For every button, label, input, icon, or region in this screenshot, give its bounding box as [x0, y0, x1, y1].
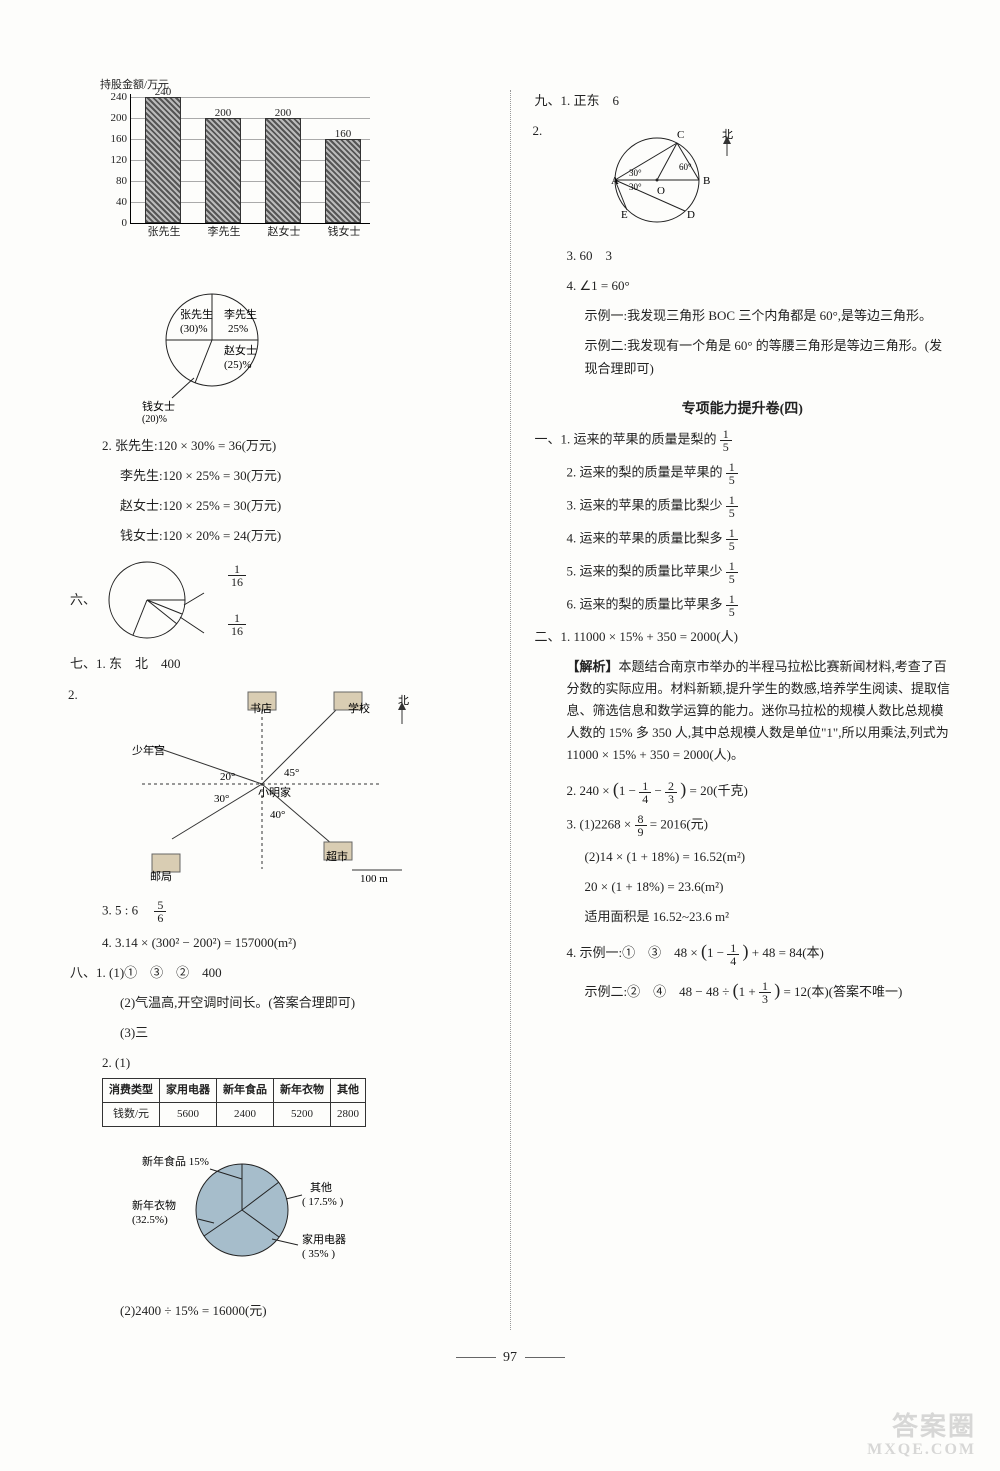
- left-column: 持股金额/万元 0 40 80 120 160 200 240 240 200 …: [70, 90, 486, 1330]
- svg-text:其他: 其他: [310, 1181, 332, 1194]
- two-analysis: 【解析】本题结合南京市举办的半程马拉松比赛新闻材料,考查了百分数的实际应用。材料…: [535, 656, 951, 766]
- two-l2: 2. 240 × (1 − 14 − 23 ) = 20(千克): [535, 774, 951, 805]
- eight-l4: (2)2400 ÷ 15% = 16000(元): [70, 1300, 486, 1322]
- nine-l3: 3. 60 3: [535, 245, 951, 267]
- svg-text:E: E: [621, 209, 628, 221]
- direction-map: 小明家 少年宫 书店 学校 邮局 超市 北 20° 30° 45° 40° 10…: [102, 684, 422, 884]
- svg-text:60°: 60°: [679, 162, 692, 172]
- pie1-svg: 张先生 (30)% 李先生 25% 赵女士 (25)% 钱女士 (20)%: [102, 270, 322, 420]
- svg-text:书店: 书店: [250, 701, 272, 715]
- nine-l1: 九、1. 正东 6: [535, 90, 951, 112]
- svg-text:(20)%: (20)%: [142, 414, 167, 425]
- table-row: 钱数/元 5600 2400 5200 2800: [103, 1102, 366, 1126]
- svg-text:超市: 超市: [326, 849, 348, 863]
- seven-l3: 3. 5 : 6 56: [70, 899, 486, 924]
- svg-text:李先生: 李先生: [224, 307, 257, 321]
- nine-ex2: 示例二:我发现有一个角是 60° 的等腰三角形是等边三角形。(发现合理即可): [535, 335, 951, 379]
- svg-text:(32.5%): (32.5%): [132, 1214, 168, 1226]
- section-six: 六、 116 116: [70, 555, 486, 645]
- six-label: 六、: [70, 589, 96, 611]
- eight-l2: (2)气温高,开空调时间长。(答案合理即可): [70, 992, 486, 1014]
- svg-text:( 35% ): ( 35% ): [302, 1248, 335, 1260]
- svg-text:40°: 40°: [270, 809, 285, 821]
- right-column: 九、1. 正东 6 2. A B C: [535, 90, 951, 1330]
- eight-l3: (3)三: [70, 1022, 486, 1044]
- svg-text:邮局: 邮局: [150, 870, 172, 883]
- q2-line1: 2. 张先生:120 × 30% = 36(万元): [70, 435, 486, 457]
- svg-text:赵女士: 赵女士: [224, 343, 257, 357]
- svg-text:家用电器: 家用电器: [302, 1232, 346, 1246]
- nine-ex1: 示例一:我发现三角形 BOC 三个内角都是 60°,是等边三角形。: [535, 305, 951, 327]
- two-l4b: 示例二:② ④ 48 − 48 ÷ (1 + 13 ) = 12(本)(答案不唯…: [535, 975, 951, 1006]
- svg-text:学校: 学校: [348, 701, 370, 715]
- eight-table: 2. (1) 消费类型 家用电器 新年食品 新年衣物 其他 钱数/元 5600 …: [70, 1052, 486, 1126]
- seven-map: 2. 小明家 少年宫: [70, 684, 486, 891]
- svg-text:45°: 45°: [284, 767, 299, 779]
- page-number: 97: [70, 1350, 950, 1366]
- svg-text:30°: 30°: [214, 793, 229, 805]
- svg-text:30°: 30°: [629, 168, 642, 178]
- svg-text:100 m: 100 m: [360, 873, 388, 885]
- svg-text:D: D: [687, 209, 695, 221]
- svg-text:新年衣物: 新年衣物: [132, 1198, 176, 1212]
- svg-text:C: C: [677, 129, 684, 141]
- nine-l4: 4. ∠1 = 60°: [535, 275, 951, 297]
- table-row: 消费类型 家用电器 新年食品 新年衣物 其他: [103, 1079, 366, 1103]
- svg-text:新年食品 15%: 新年食品 15%: [142, 1154, 209, 1168]
- svg-text:( 17.5% ): ( 17.5% ): [302, 1196, 344, 1208]
- svg-text:(30)%: (30)%: [180, 323, 208, 335]
- two-l3c: 20 × (1 + 18%) = 23.6(m²): [535, 876, 951, 898]
- svg-text:张先生: 张先生: [180, 307, 213, 321]
- seven-l4: 4. 3.14 × (300² − 200²) = 157000(m²): [70, 932, 486, 954]
- svg-text:少年宫: 少年宫: [132, 743, 165, 757]
- two-l3a: 3. (1)2268 × 89 = 2016(元): [535, 813, 951, 838]
- seven-heading: 七、1. 东 北 400: [70, 653, 486, 675]
- bar-chart-plot: 0 40 80 120 160 200 240 240 200 200 160 …: [130, 94, 370, 224]
- expense-table: 消费类型 家用电器 新年食品 新年衣物 其他 钱数/元 5600 2400 52…: [102, 1078, 366, 1126]
- eight-l1: 八、1. (1)① ③ ② 400: [70, 962, 486, 984]
- six-pie: [102, 555, 222, 645]
- svg-text:20°: 20°: [220, 771, 235, 783]
- svg-text:钱女士: 钱女士: [142, 399, 175, 413]
- bar-chart-shareholding: 持股金额/万元 0 40 80 120 160 200 240 240 200 …: [100, 90, 380, 250]
- nine-diagram: 2. A B C D E: [535, 120, 951, 237]
- svg-text:小明家: 小明家: [258, 785, 291, 799]
- one-list: 一、1. 运来的苹果的质量是梨的 15: [535, 428, 951, 453]
- q2-line4: 钱女士:120 × 20% = 24(万元): [70, 525, 486, 547]
- two-l4a: 4. 示例一:① ③ 48 × (1 − 14 ) + 48 = 84(本): [535, 936, 951, 967]
- svg-text:(25)%: (25)%: [224, 359, 252, 371]
- two-l3d: 适用面积是 16.52~23.6 m²: [535, 906, 951, 928]
- section-title-4: 专项能力提升卷(四): [535, 398, 951, 418]
- q2-line3: 赵女士:120 × 25% = 30(万元): [70, 495, 486, 517]
- watermark: 答案圈 MXQE.COM: [867, 1413, 976, 1459]
- two-l3b: (2)14 × (1 + 18%) = 16.52(m²): [535, 846, 951, 868]
- expense-pie: 新年食品 15% 其他 ( 17.5% ) 家用电器 ( 35% ) 新年衣物 …: [70, 1135, 486, 1292]
- svg-text:A: A: [611, 175, 619, 187]
- svg-text:B: B: [703, 175, 710, 187]
- two-l1: 二、1. 11000 × 15% + 350 = 2000(人): [535, 626, 951, 648]
- svg-text:O: O: [657, 185, 665, 197]
- column-divider: [510, 90, 511, 1330]
- q2-line2: 李先生:120 × 25% = 30(万元): [70, 465, 486, 487]
- svg-text:30°: 30°: [629, 182, 642, 192]
- svg-text:25%: 25%: [228, 323, 248, 335]
- pie-shareholding: 张先生 (30)% 李先生 25% 赵女士 (25)% 钱女士 (20)%: [70, 270, 486, 427]
